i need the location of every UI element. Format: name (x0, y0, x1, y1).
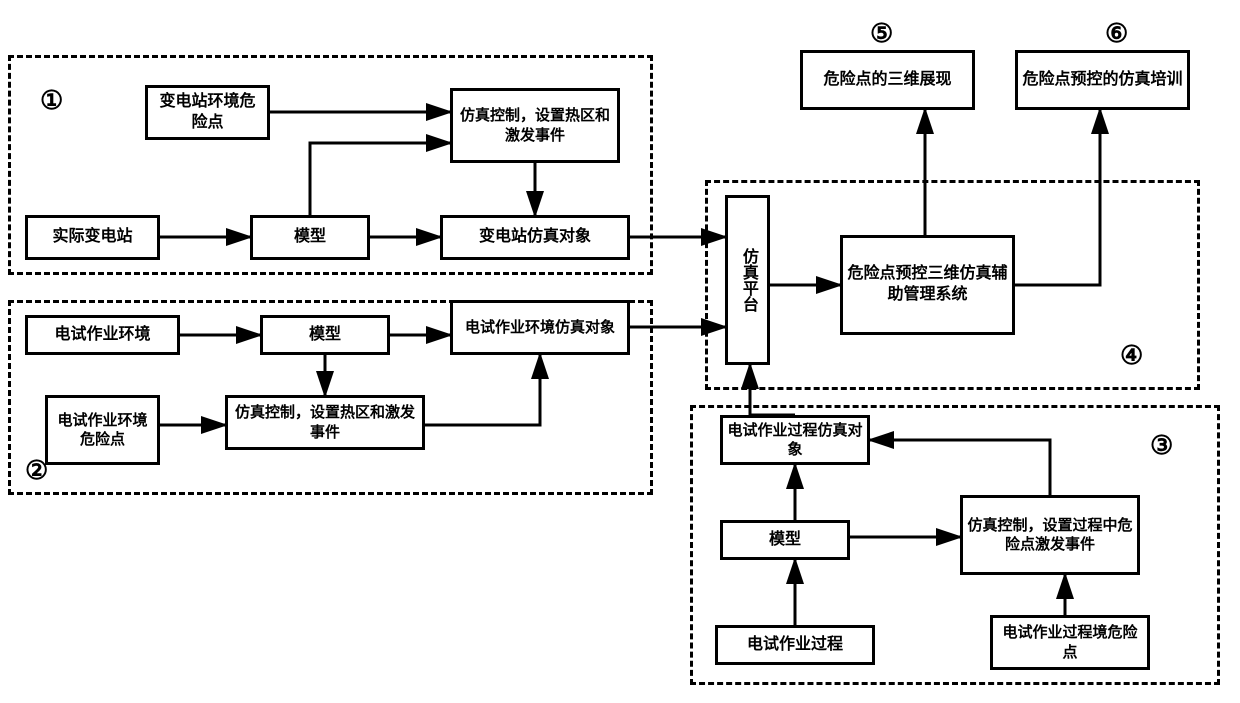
g3-proc-sim-obj: 电试作业过程仿真对象 (720, 415, 870, 465)
g4-platform: 仿真平台 (725, 195, 770, 365)
g1-actual: 实际变电站 (25, 215, 160, 260)
g2-sim-ctrl: 仿真控制，设置热区和激发事件 (225, 395, 425, 450)
g3-model: 模型 (720, 520, 850, 560)
g1-sim-ctrl: 仿真控制，设置热区和激发事件 (450, 88, 620, 163)
g1-sim-obj: 变电站仿真对象 (440, 215, 630, 260)
label-6: ⑥ (1105, 18, 1128, 49)
g3-proc-risk: 电试作业过程境危险点 (990, 615, 1150, 670)
output-6: 危险点预控的仿真培训 (1015, 50, 1190, 110)
g3-sim-ctrl: 仿真控制，设置过程中危险点激发事件 (960, 495, 1140, 575)
label-1: ① (40, 85, 63, 116)
g2-env-risk: 电试作业环境危险点 (45, 395, 160, 465)
label-5: ⑤ (870, 18, 893, 49)
g2-env: 电试作业环境 (25, 315, 180, 355)
label-4: ④ (1120, 340, 1143, 371)
output-5: 危险点的三维展现 (800, 50, 975, 110)
g1-env-risk: 变电站环境危险点 (145, 85, 270, 140)
g1-model: 模型 (250, 215, 370, 260)
g2-sim-obj: 电试作业环境仿真对象 (450, 300, 630, 355)
g2-model: 模型 (260, 315, 390, 355)
label-3: ③ (1150, 430, 1173, 461)
g4-system: 危险点预控三维仿真辅助管理系统 (840, 235, 1015, 335)
g3-process: 电试作业过程 (715, 625, 875, 665)
